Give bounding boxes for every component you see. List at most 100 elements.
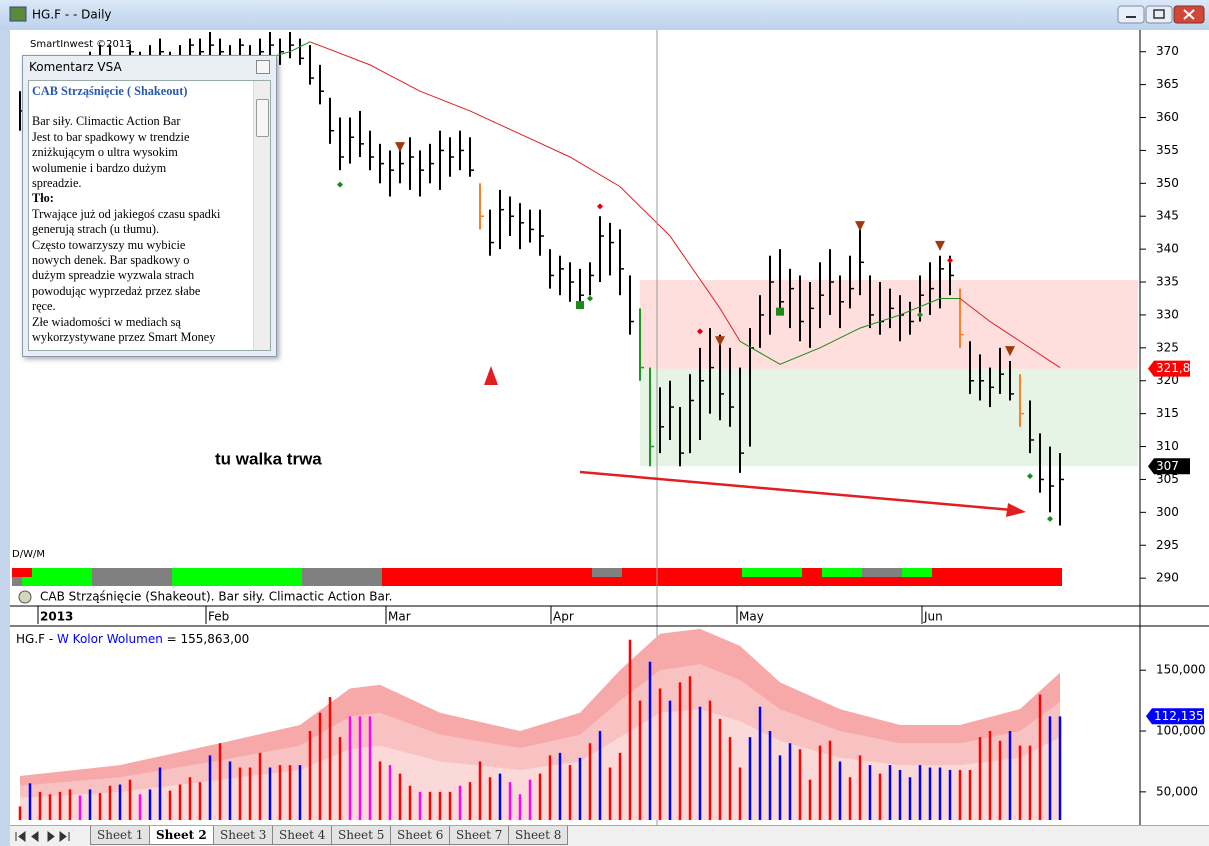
panel-line: wolumenie i bardzo dużym (32, 160, 167, 175)
sheet-tab[interactable]: Sheet 6 (390, 826, 451, 845)
minimize-button[interactable] (1117, 5, 1145, 24)
panel-line: nowych denek. Bar spadkowy o (32, 253, 190, 268)
panel-line: Często towarzyszy mu wybicie (32, 237, 186, 252)
signal-diamond (1027, 473, 1033, 480)
annotation-arrowhead (1006, 503, 1026, 517)
moving-average (309, 41, 1061, 368)
y-tick-label: 315 (1156, 406, 1179, 420)
status-segment (802, 568, 822, 577)
y-tick-label: 100,000 (1156, 724, 1206, 738)
sheet-tab[interactable]: Sheet 1 (90, 826, 151, 845)
panel-line: Trwające już od jakiegoś czasu spadki (32, 206, 221, 221)
watermark: SmartInwest ©2013 (30, 39, 132, 50)
status-segment (32, 568, 92, 577)
legend-icon (18, 590, 32, 604)
tab-navigation[interactable] (14, 830, 86, 843)
panel-heading: CAB Strząśnięcie ( Shakeout) (32, 84, 188, 98)
status-segment (592, 568, 622, 577)
y-tick-label: 325 (1156, 340, 1179, 354)
signal-diamond (917, 311, 923, 318)
y-tick-label: 290 (1156, 571, 1179, 585)
maximize-icon (1153, 9, 1165, 19)
panel-body: CAB Strząśnięcie ( Shakeout) Bar siły. Cl… (28, 80, 271, 351)
status-segment (382, 577, 1062, 586)
status-segment (172, 568, 302, 577)
panel-line: Złe wiadomości w mediach są (32, 314, 181, 329)
signal-diamond (597, 203, 603, 210)
y-tick-label: 300 (1156, 505, 1179, 519)
sheet-tab[interactable]: Sheet 7 (449, 826, 510, 845)
signal-diamond (947, 257, 953, 264)
signal-diamond (337, 181, 343, 188)
window-frame (0, 30, 10, 846)
y-tick-label: 295 (1156, 538, 1179, 552)
price-label-box (1148, 360, 1190, 377)
y-tick-label: 370 (1156, 44, 1179, 58)
status-segment (92, 568, 172, 577)
volume-indicator: W Kolor Wolumen (57, 632, 163, 646)
panel-header: Komentarz VSA (23, 56, 276, 78)
sheet-tab[interactable]: Sheet 8 (508, 826, 569, 845)
y-tick-label: 360 (1156, 110, 1179, 124)
volume-title: HG.F - W Kolor Wolumen = 155,863,00 (16, 632, 249, 646)
x-tick-label: 2013 (40, 610, 73, 624)
period-label: D/W/M (12, 549, 45, 560)
panel-line: zniżkującym o ultra wysokim (32, 145, 178, 160)
panel-line: dużym spreadzie wyzwala strach (32, 268, 195, 283)
sheet-tab[interactable]: Sheet 2 (149, 826, 214, 845)
status-segment (302, 577, 382, 586)
sheet-tab[interactable]: Sheet 3 (213, 826, 274, 845)
signal-diamond (587, 295, 593, 302)
status-segment (22, 577, 92, 586)
panel-line: powodując wyprzedaż przez słabe (32, 283, 201, 298)
status-segment (12, 577, 22, 586)
annotation-text: tu walka trwa (215, 449, 322, 468)
signal-diamond (697, 328, 703, 335)
status-segment (822, 568, 862, 577)
status-segment (92, 577, 172, 586)
signal-triangle (935, 240, 945, 251)
status-segment (622, 568, 742, 577)
y-tick-label: 320 (1156, 373, 1179, 387)
status-segment (932, 568, 1062, 577)
status-segment (12, 568, 32, 577)
sheet-tab-bar: Sheet 1 Sheet 2 Sheet 3 Sheet 4 Sheet 5 Sheet… (10, 825, 1209, 846)
signal-triangle (715, 336, 725, 347)
volume-readout: = 155,863,00 (163, 632, 249, 646)
signal-square (776, 307, 784, 316)
volume-label-box (1146, 708, 1204, 725)
y-tick-label: 50,000 (1156, 784, 1198, 798)
panel-line: Tło: (32, 191, 54, 206)
y-tick-label: 335 (1156, 275, 1179, 289)
panel-line: spreadzie. (32, 176, 82, 191)
x-tick-label: May (739, 610, 764, 624)
signal-triangle (855, 221, 865, 232)
y-tick-label: 355 (1156, 143, 1179, 157)
status-segment (862, 568, 902, 577)
y-tick-label: 150,000 (1156, 663, 1206, 677)
maximize-button[interactable] (1145, 5, 1173, 24)
signal-diamond (1047, 515, 1053, 522)
sheet-tab[interactable]: Sheet 4 (272, 826, 333, 845)
panel-line: Bar siły. Climactic Action Bar (32, 114, 181, 129)
y-tick-label: 340 (1156, 242, 1179, 256)
scroll-thumb[interactable] (256, 99, 269, 137)
panel-line: generują strach (u tłumu). (32, 222, 160, 237)
panel-close[interactable] (256, 60, 270, 74)
window-title: HG.F - - Daily (32, 8, 112, 22)
panel-title: Komentarz VSA (29, 60, 122, 74)
panel-line: ręce. (32, 299, 56, 314)
zone (640, 368, 1138, 467)
y-tick-label: 310 (1156, 439, 1179, 453)
sheet-tab[interactable]: Sheet 5 (331, 826, 392, 845)
annotation-arrow (579, 470, 1013, 512)
title-bar (0, 0, 1209, 30)
price-label-box (1148, 458, 1190, 475)
panel-line: wykorzystywane przez Smart Money (32, 330, 216, 345)
y-tick-label: 365 (1156, 77, 1179, 91)
app-icon (9, 6, 27, 22)
volume-label: 112,135 (1154, 709, 1204, 723)
scrollbar[interactable] (253, 81, 270, 350)
